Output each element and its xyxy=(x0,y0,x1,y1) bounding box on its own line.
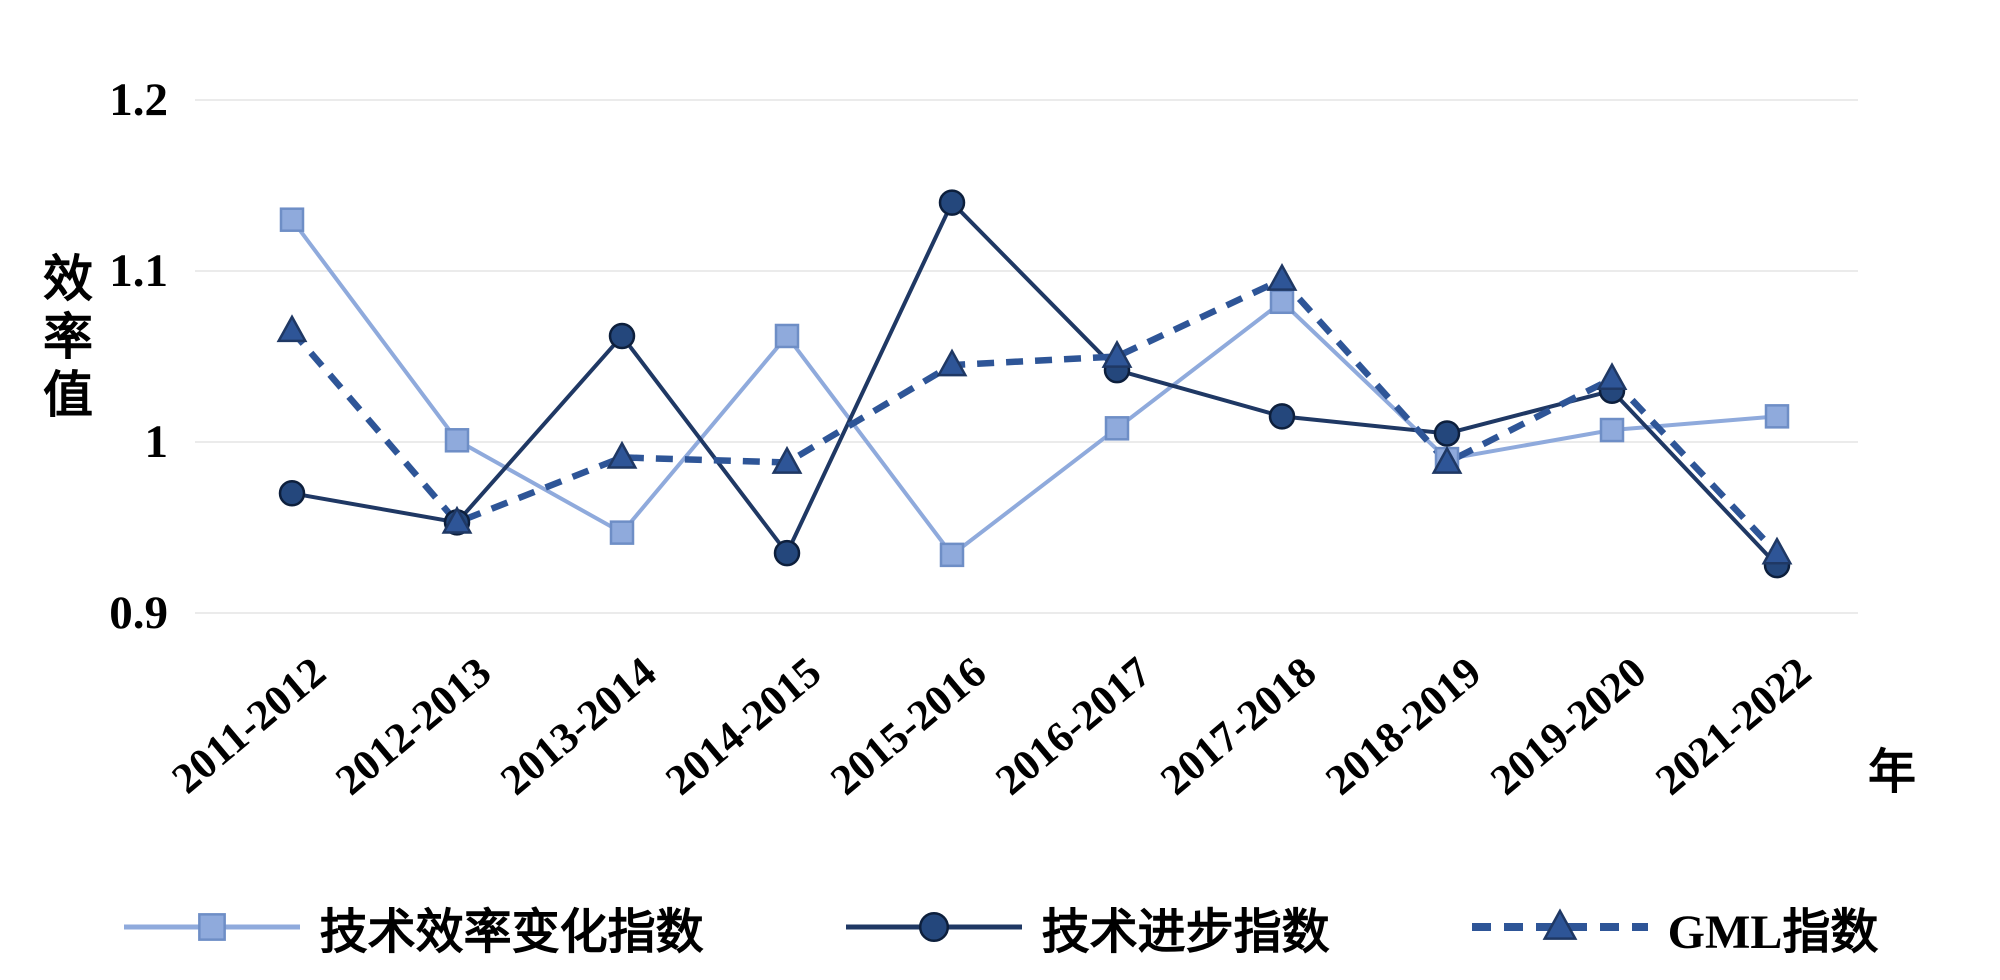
triangle-marker xyxy=(1431,445,1463,474)
square-marker xyxy=(1104,416,1130,441)
legend-label: GML指数 xyxy=(1667,906,1879,959)
y-tick-label: 0.9 xyxy=(109,587,168,639)
square-marker xyxy=(197,913,226,941)
circle-marker xyxy=(938,189,966,216)
legend-marker xyxy=(1471,908,1648,940)
legend-marker xyxy=(845,911,1022,943)
legend-label: 技术效率变化指数 xyxy=(319,906,704,959)
legend-item: 技术进步指数 xyxy=(844,892,1330,962)
triangle-marker xyxy=(276,314,308,343)
square-marker xyxy=(279,207,305,232)
triangle-marker xyxy=(1596,362,1628,391)
y-tick-label: 1.2 xyxy=(109,74,168,126)
circle-marker xyxy=(1433,420,1461,447)
square-marker xyxy=(1764,404,1790,429)
square-marker xyxy=(609,520,635,545)
circle-marker xyxy=(1268,403,1296,430)
series-line xyxy=(289,275,1780,556)
circle-marker xyxy=(773,539,801,567)
triangle-marker xyxy=(936,348,968,377)
legend-label: 技术进步指数 xyxy=(1041,906,1330,959)
triangle-marker xyxy=(606,440,638,469)
square-marker xyxy=(1599,417,1625,443)
triangle-marker xyxy=(1101,339,1133,368)
triangle-marker xyxy=(1542,908,1578,940)
y-tick-label: 1.1 xyxy=(109,245,168,297)
square-marker xyxy=(444,428,470,453)
circle-marker xyxy=(918,911,949,943)
triangle-marker xyxy=(1761,536,1793,565)
y-axis-title: 效率值 xyxy=(36,252,92,426)
triangle-marker xyxy=(771,445,803,474)
y-tick-label: 1 xyxy=(144,416,169,468)
legend-marker xyxy=(123,913,300,941)
series-line xyxy=(291,199,1779,567)
x-axis-title: 年 xyxy=(1868,746,1917,799)
triangle-marker xyxy=(1266,262,1298,291)
circle-marker xyxy=(278,480,306,507)
square-marker xyxy=(774,323,800,349)
series-line xyxy=(290,218,1778,558)
legend-item: GML指数 xyxy=(1470,892,1879,962)
circle-marker xyxy=(608,322,636,350)
triangle-marker xyxy=(441,505,473,534)
legend: 技术效率变化指数 技术进步指数 GML指数 xyxy=(0,892,2000,962)
square-marker xyxy=(939,542,965,568)
square-marker xyxy=(1269,289,1295,315)
legend-item: 技术效率变化指数 xyxy=(122,892,704,962)
